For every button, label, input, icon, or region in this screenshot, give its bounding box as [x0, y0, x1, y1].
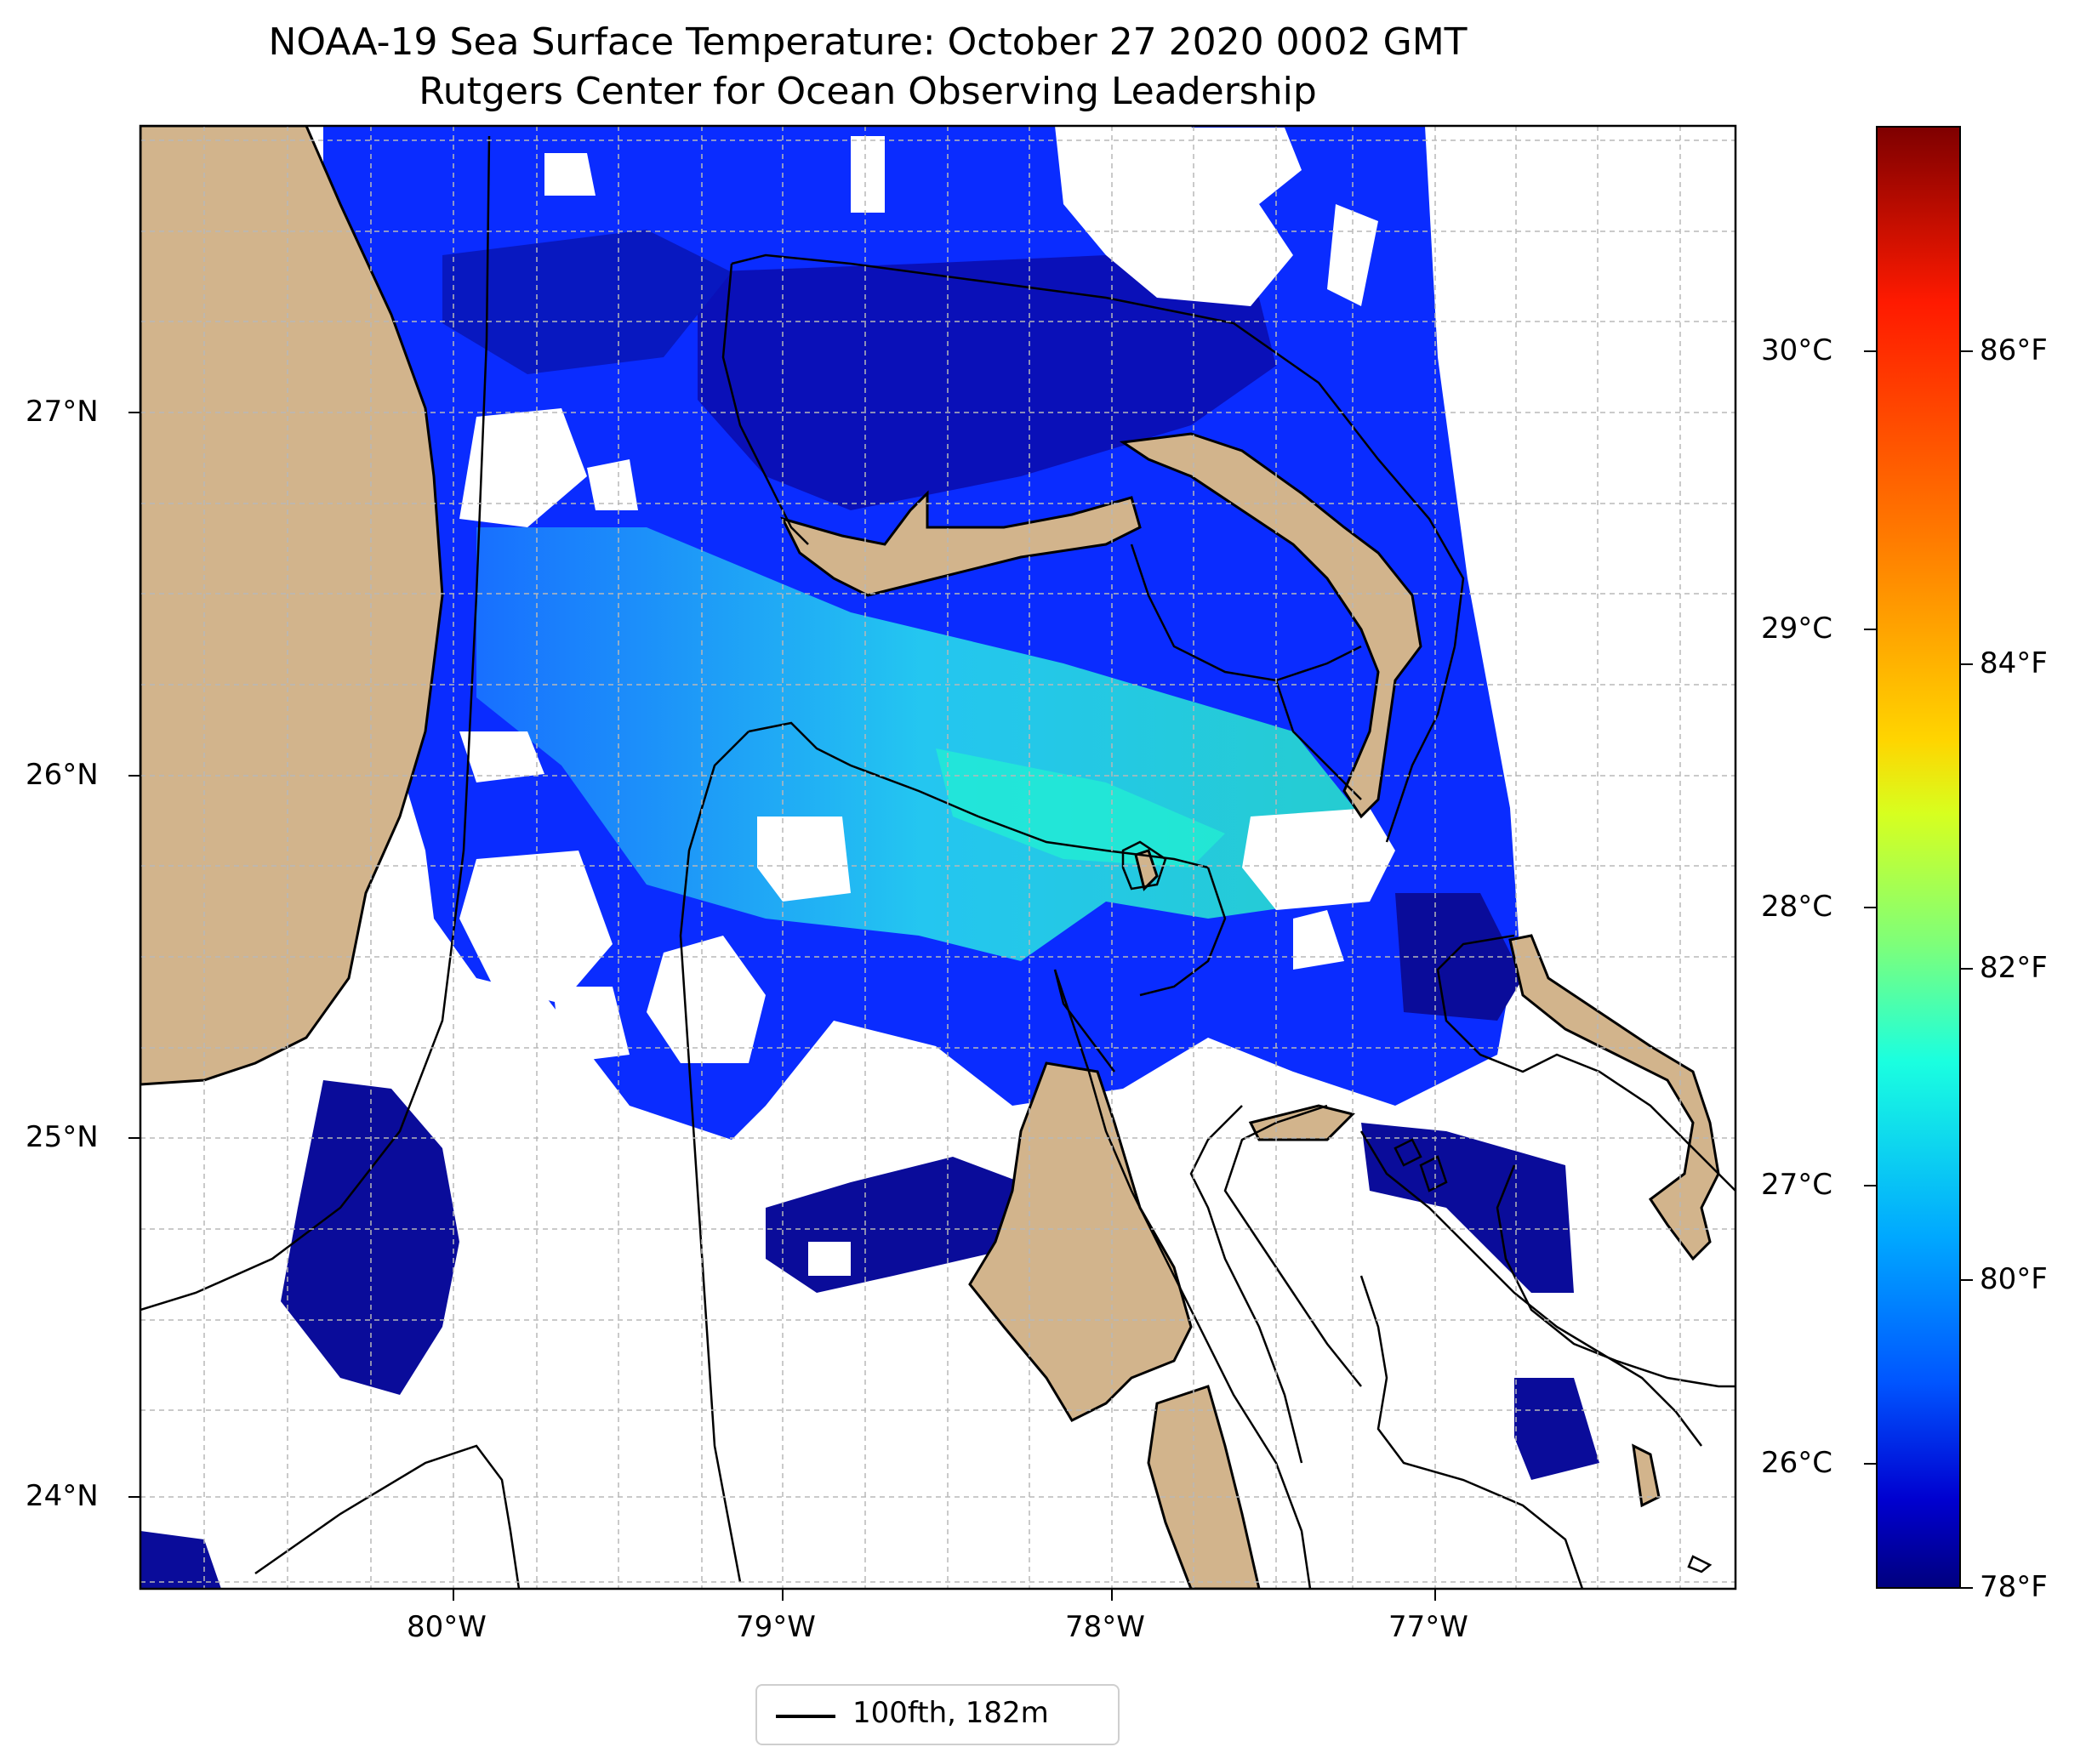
- colorbar-tick-f: [1961, 968, 1973, 970]
- colorbar-tick-c: [1864, 629, 1876, 630]
- map-legend: 100fth, 182m: [755, 1684, 1120, 1745]
- eleuthera-land: [1508, 934, 1720, 1261]
- lon-label-77w: 77°W: [1388, 1610, 1468, 1644]
- colorbar-label-29c: 29°C: [1761, 612, 1833, 646]
- colorbar-label-80f: 80°F: [1980, 1262, 2048, 1296]
- map-frame: [139, 124, 1737, 1590]
- legend-line-swatch: [776, 1715, 835, 1718]
- lat-label-25n: 25°N: [26, 1120, 99, 1154]
- sst-patch-south-4: [1514, 1378, 1599, 1480]
- lon-label-80w: 80°W: [407, 1610, 487, 1644]
- map-subtitle: Rutgers Center for Ocean Observing Leade…: [419, 70, 1317, 113]
- florida-land: [140, 126, 444, 1086]
- sst-patch-south-3: [1361, 1123, 1574, 1293]
- colorbar-tick-f: [1961, 1279, 1973, 1281]
- sst-cool-band-2: [442, 230, 732, 374]
- colorbar-label-26c: 26°C: [1761, 1446, 1833, 1480]
- sst-patch-south-5: [1395, 893, 1523, 1021]
- colorbar-tick-c: [1864, 1463, 1876, 1465]
- colorbar-label-84f: 84°F: [1980, 646, 2048, 680]
- colorbar-tick-f: [1961, 1587, 1973, 1589]
- colorbar-tick-c: [1864, 1185, 1876, 1186]
- colorbar-label-27c: 27°C: [1761, 1168, 1833, 1202]
- colorbar-label-86f: 86°F: [1980, 333, 2048, 367]
- colorbar-tick-c: [1864, 907, 1876, 908]
- lat-label-24n: 24°N: [26, 1479, 99, 1513]
- lat-label-26n: 26°N: [26, 758, 99, 792]
- depth-contours-100fth: [140, 135, 1735, 1589]
- colorbar-tick-f: [1961, 350, 1973, 352]
- colorbar-label-30c: 30°C: [1761, 333, 1833, 367]
- berry-islands-land: [1134, 849, 1159, 891]
- andros-south-land: [1147, 1385, 1261, 1589]
- colorbar-tick-f: [1961, 663, 1973, 665]
- cloud-holes: [459, 126, 1395, 1327]
- legend-label: 100fth, 182m: [852, 1696, 1049, 1730]
- sst-warm-core: [936, 748, 1225, 868]
- map-title: NOAA-19 Sea Surface Temperature: October…: [268, 20, 1468, 64]
- map-ticks: [128, 412, 1436, 1601]
- lon-label-78w: 78°W: [1065, 1610, 1145, 1644]
- colorbar-label-28c: 28°C: [1761, 890, 1833, 924]
- map-gridlines: [140, 126, 1735, 1589]
- andros-land: [968, 1061, 1193, 1422]
- grand-bahama-land: [780, 490, 1142, 597]
- sst-cool-band: [698, 255, 1276, 510]
- lon-label-79w: 79°W: [736, 1610, 816, 1644]
- colorbar-label-82f: 82°F: [1980, 951, 2048, 985]
- sst-patch-south-6: [140, 1531, 221, 1589]
- sst-patch-south-1: [281, 1080, 459, 1395]
- temperature-colorbar: [1876, 126, 1961, 1589]
- abaco-land: [1119, 432, 1422, 819]
- colorbar-tick-c: [1864, 350, 1876, 352]
- colorbar-label-78f: 78°F: [1980, 1570, 2048, 1604]
- lat-label-27n: 27°N: [26, 395, 99, 429]
